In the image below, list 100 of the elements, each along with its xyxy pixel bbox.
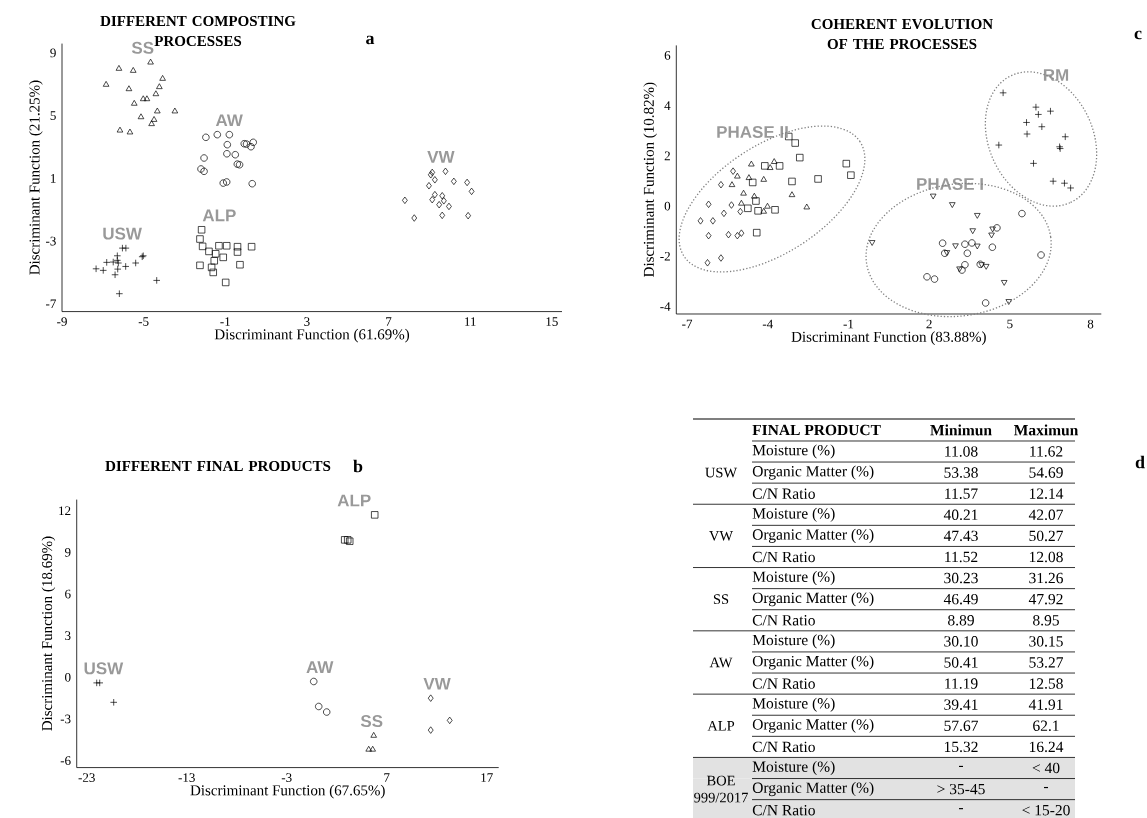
point (436, 201, 442, 209)
point (930, 275, 939, 283)
series-label: AW (215, 114, 243, 127)
x-tick-label: 15 (546, 317, 558, 326)
point (441, 197, 447, 205)
text: C/N Ratio (752, 804, 815, 816)
point (429, 168, 436, 177)
point (989, 226, 996, 233)
text: Organic Matter (%) (752, 528, 874, 543)
text: VW (709, 531, 734, 541)
y-tick-label: 2 (664, 151, 670, 161)
point (968, 239, 976, 247)
y-tick-label: 0 (65, 672, 71, 682)
point (963, 249, 971, 257)
text: > 35-45 (937, 783, 985, 795)
point (814, 175, 822, 183)
point (315, 702, 323, 711)
category-label: Minimun (930, 424, 992, 436)
text: 15.32 (944, 741, 978, 753)
point (788, 191, 796, 197)
point (1018, 209, 1026, 218)
text: 31.26 (1029, 572, 1063, 584)
point (734, 172, 741, 179)
text: 53.38 (944, 467, 978, 478)
y-tick-label: 12 (59, 506, 71, 515)
point (223, 150, 231, 158)
series-label: SS (360, 715, 383, 728)
x-tick-label: -3 (281, 773, 292, 782)
point (842, 159, 850, 168)
text: - (1044, 786, 1049, 789)
point (451, 177, 457, 185)
series-label: ALP (202, 209, 236, 222)
point (766, 164, 774, 170)
point (710, 217, 716, 225)
x-tick-label: 7 (384, 773, 390, 782)
text: 40.21 (943, 509, 978, 521)
point (210, 257, 218, 265)
point (958, 266, 966, 274)
x-tick-label: -13 (178, 773, 195, 782)
point (754, 207, 762, 215)
point (744, 204, 752, 212)
text: c (1134, 30, 1142, 40)
point (432, 191, 438, 199)
point (130, 67, 137, 73)
point (771, 158, 778, 164)
series-label: USW (84, 662, 124, 675)
point (847, 171, 855, 179)
point (442, 167, 449, 175)
point (147, 58, 154, 65)
point (697, 217, 704, 225)
text: 53.27 (1029, 657, 1063, 668)
point (196, 261, 204, 269)
point (171, 107, 179, 114)
point (205, 247, 213, 256)
point (219, 253, 227, 262)
point (371, 511, 379, 519)
text: AW (709, 657, 733, 668)
y-tick-label: 5 (50, 111, 56, 120)
point (760, 207, 767, 214)
text: 54.69 (1029, 467, 1063, 478)
point (868, 240, 876, 246)
point (202, 133, 210, 141)
text: 47.92 (1028, 593, 1063, 605)
x-tick-label: -5 (138, 317, 149, 326)
annotation: a (366, 35, 375, 45)
point (740, 189, 747, 196)
text: 11.19 (945, 678, 978, 689)
series-label: VW (427, 151, 455, 163)
text: C/N Ratio (752, 551, 815, 563)
point (737, 207, 744, 216)
point (1037, 251, 1045, 259)
x-tick-label: -4 (762, 319, 773, 329)
point (704, 259, 711, 267)
point (126, 128, 134, 135)
y-tick-label: -4 (660, 302, 671, 311)
point (803, 203, 810, 210)
text: Moisture (%) (752, 634, 835, 649)
text: 42.07 (1028, 509, 1063, 521)
point (235, 161, 244, 169)
x-tick-label: 2 (926, 319, 932, 329)
point (242, 140, 251, 148)
point (705, 232, 712, 240)
point (988, 243, 997, 251)
y-tick-label: 4 (664, 101, 671, 110)
point (402, 196, 408, 204)
point (209, 268, 217, 277)
point (369, 745, 376, 752)
point (207, 263, 216, 272)
point (432, 176, 438, 184)
series-label: VW (423, 677, 451, 690)
point (233, 243, 242, 251)
x-tick-label: 17 (481, 773, 493, 782)
text: Moisture (%) (752, 760, 835, 776)
text: USW (705, 467, 738, 478)
chart-title: COHERENT EVOLUTION OF THE PROCESSES (811, 18, 993, 50)
x-axis-title: Discriminant Function (67.65%) (190, 784, 385, 799)
point (468, 187, 475, 196)
x-tick-label: 3 (304, 317, 310, 326)
point (738, 229, 745, 237)
y-axis-title: Discriminant Function (21.25%) (29, 80, 43, 275)
